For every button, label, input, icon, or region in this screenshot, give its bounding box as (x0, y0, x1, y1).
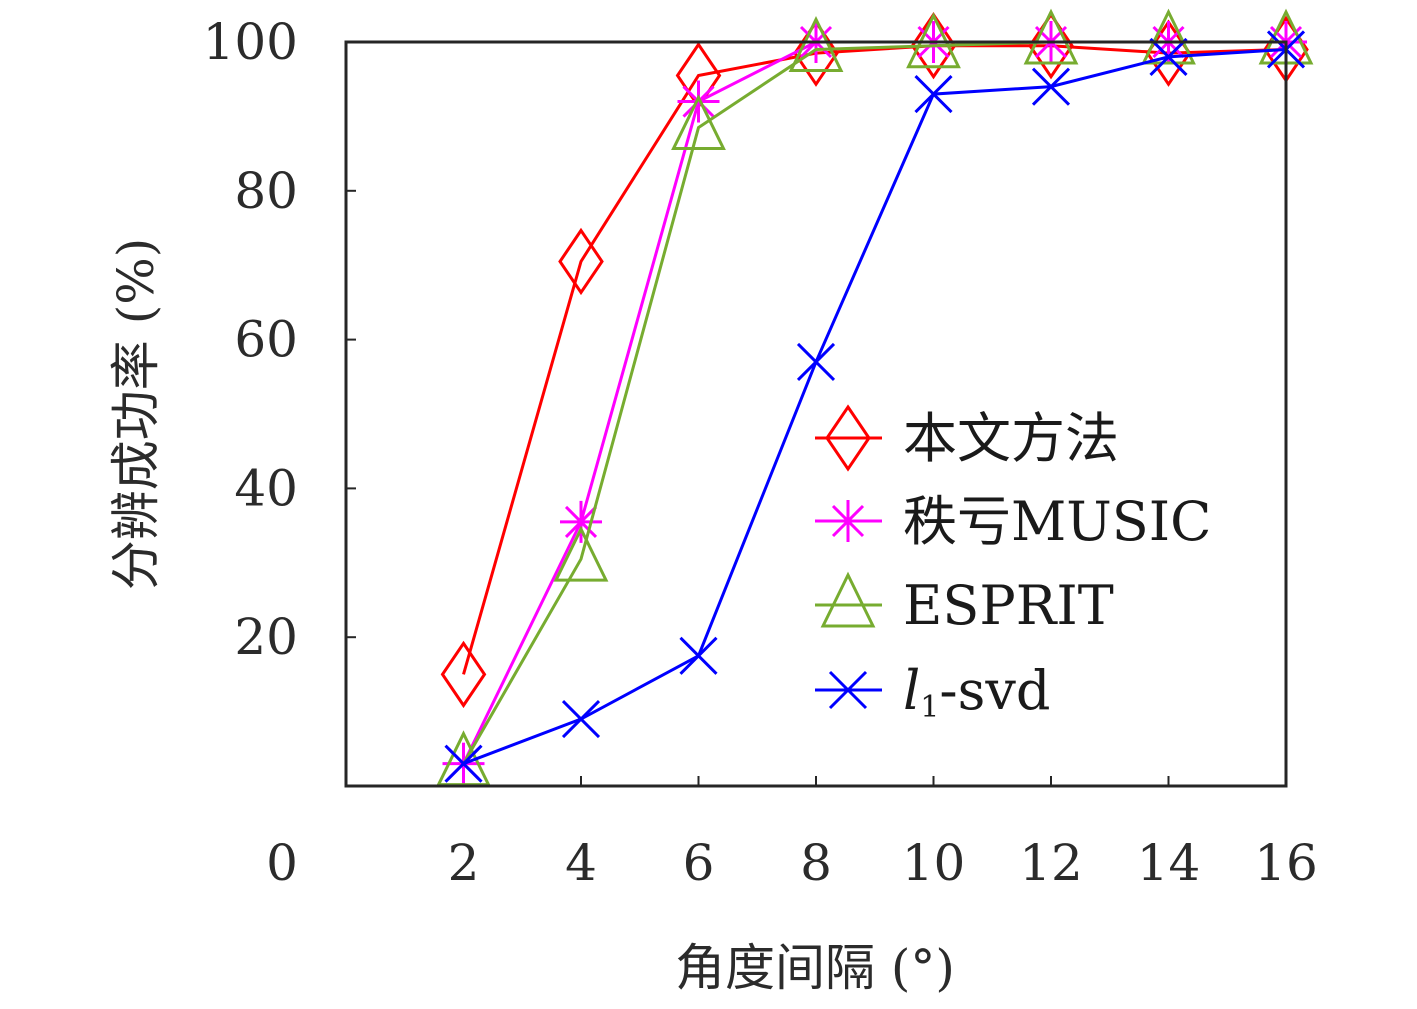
data-point (796, 342, 836, 381)
data-point (440, 640, 487, 709)
legend-label: 秩亏MUSIC (903, 490, 1211, 553)
plot-area (346, 42, 1286, 786)
data-point (914, 75, 953, 114)
legend-entry: 秩亏MUSIC (815, 490, 1211, 553)
legend-entry: l1-svd (815, 659, 1050, 725)
y-tick-label: 20 (234, 608, 298, 666)
data-point (1149, 37, 1188, 76)
x-tick-label: 10 (902, 834, 966, 892)
data-point (1028, 12, 1074, 80)
y-axis-ticks: 20 40 60 80 100 (203, 13, 356, 666)
legend-entry: 本文方法 (815, 404, 1119, 472)
legend-marker (825, 404, 871, 472)
data-point (553, 525, 609, 582)
legend-label: l1-svd (903, 659, 1050, 725)
legend-entry: ESPRIT (815, 571, 1114, 637)
x-axis-ticks: 0 2 4 6 8 10 12 14 16 (266, 776, 1318, 892)
y-tick-label: 60 (234, 311, 298, 369)
data-point (444, 744, 483, 783)
data-point (1023, 8, 1079, 65)
data-point (1031, 67, 1071, 106)
x-tick-label: 4 (565, 834, 597, 892)
legend-label-sub: 1 (920, 690, 939, 725)
legend-marker (828, 670, 868, 710)
plot-frame (344, 40, 1288, 788)
x-tick-label: 2 (448, 834, 480, 892)
x-tick-label: 8 (800, 834, 832, 892)
x-tick-label: 16 (1254, 834, 1318, 892)
y-tick-label: 80 (234, 162, 298, 220)
data-point (679, 636, 718, 675)
data-point (910, 12, 957, 80)
x-tick-label: 14 (1137, 834, 1201, 892)
data-point (788, 16, 844, 72)
legend-marker (820, 571, 876, 628)
data-point (561, 699, 601, 739)
legend-label: 本文方法 (903, 407, 1119, 470)
series-line (462, 47, 1287, 766)
y-tick-label: 100 (203, 13, 298, 71)
x-tick-label: 12 (1019, 834, 1083, 892)
legend-marker (827, 500, 869, 542)
data-point (671, 94, 726, 151)
data-point (677, 80, 720, 123)
x-tick-label: 0 (266, 834, 298, 892)
data-point (560, 500, 602, 543)
y-tick-label: 40 (234, 459, 298, 517)
frame-layer (344, 40, 1288, 788)
series-3 (444, 30, 1306, 783)
legend-label-rest: -svd (939, 659, 1050, 722)
legend-label-main: l (903, 659, 920, 722)
data-point (558, 227, 604, 296)
x-axis-label: 角度间隔 (°) (675, 939, 955, 997)
data-point (1141, 8, 1196, 65)
x-tick-label: 6 (683, 834, 715, 892)
legend-label: ESPRIT (903, 574, 1114, 637)
plot-background (346, 42, 1286, 786)
y-axis-label: 分辨成功率 (%) (107, 238, 165, 590)
